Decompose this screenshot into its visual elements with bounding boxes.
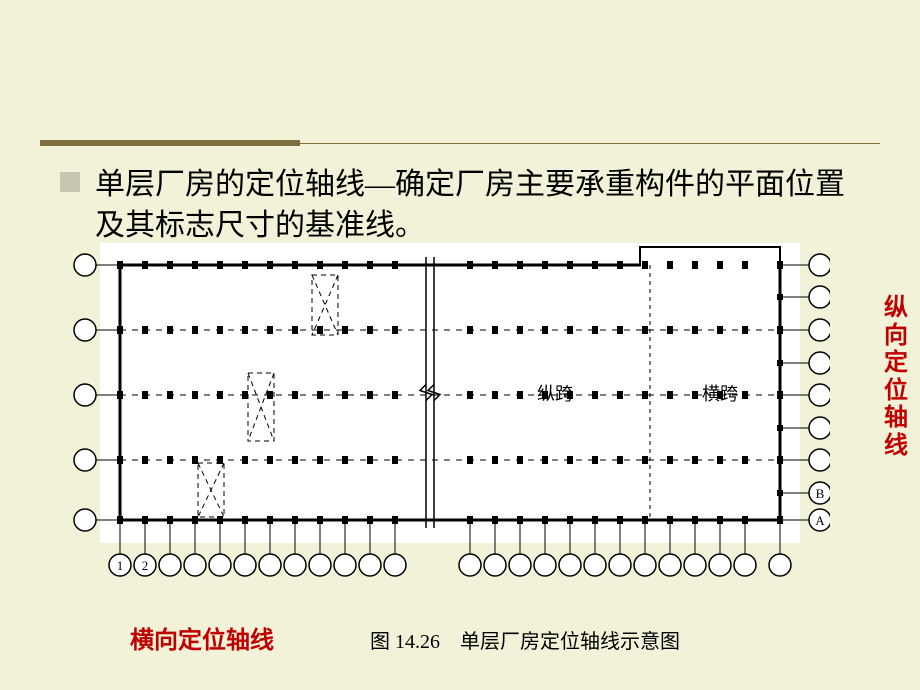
svg-text:横跨: 横跨 [702, 384, 738, 404]
diagram-svg: 纵跨 横跨 BA 1 2 [50, 235, 830, 595]
vertical-axis-label: 纵向定位轴线 [882, 295, 910, 461]
svg-text:A: A [815, 513, 825, 528]
accent-bar [40, 140, 300, 146]
horizontal-axis-label: 横向定位轴线 [130, 620, 274, 655]
axis-diagram: 纵跨 横跨 BA 1 2 [50, 235, 830, 595]
main-text: 单层厂房的定位轴线—确定厂房主要承重构件的平面位置及其标志尺寸的基准线。 [95, 165, 865, 246]
svg-text:纵跨: 纵跨 [537, 384, 573, 404]
svg-text:1: 1 [117, 558, 124, 573]
svg-text:B: B [816, 486, 825, 501]
svg-text:2: 2 [142, 558, 149, 573]
bullet-icon [60, 172, 80, 192]
figure-caption: 图 14.26 单层厂房定位轴线示意图 [370, 625, 680, 654]
accent-line [300, 143, 880, 144]
